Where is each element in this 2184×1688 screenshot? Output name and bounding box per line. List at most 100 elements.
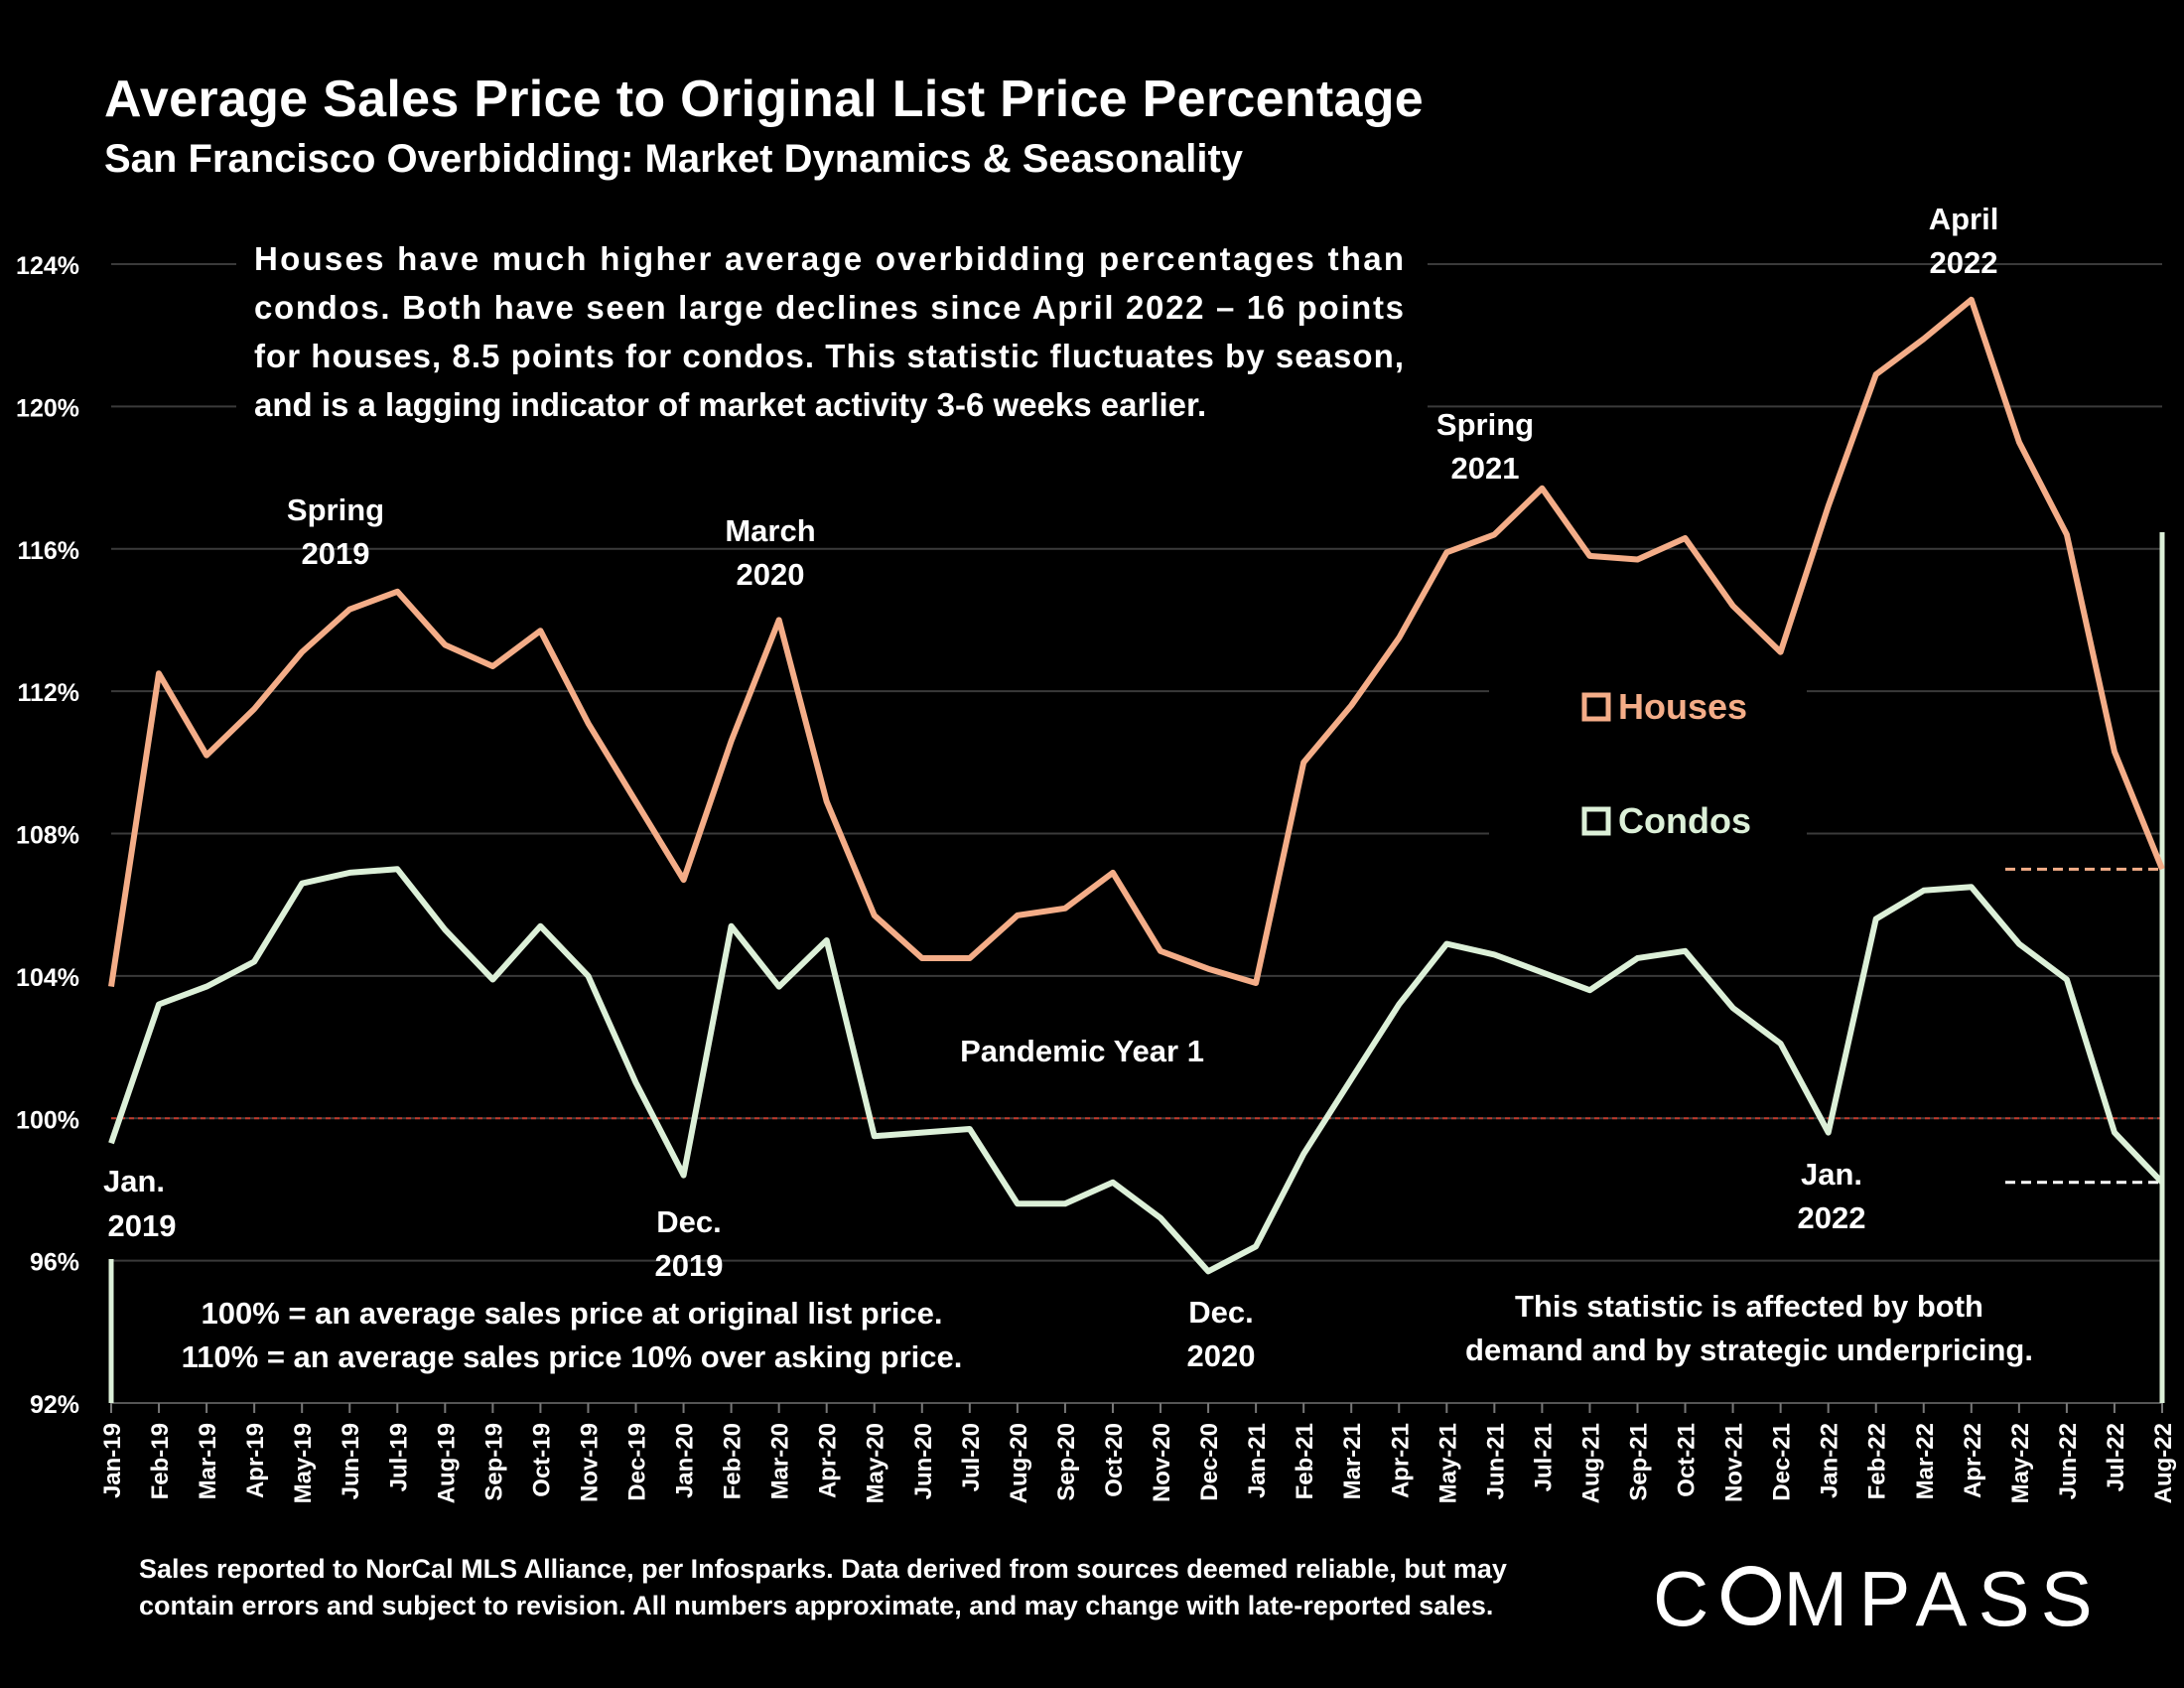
- chart-title: Average Sales Price to Original List Pri…: [104, 70, 1425, 128]
- annotation-dec-2019-line1: Dec.: [656, 1204, 721, 1239]
- annotation-jan-2022-line2: 2022: [1798, 1200, 1866, 1235]
- x-tick-label: May-20: [863, 1423, 889, 1503]
- logo-o-ring: [1721, 1566, 1782, 1625]
- x-tick-label: May-19: [290, 1423, 317, 1503]
- annotation-pandemic-year-1: Pandemic Year 1: [960, 1034, 1204, 1068]
- legend-bg: [1489, 675, 1807, 874]
- x-tick-label: Jun-22: [2055, 1423, 2082, 1499]
- compass-logo: C MPASS: [1653, 1554, 2104, 1644]
- y-tick-label: 96%: [30, 1249, 79, 1277]
- x-tick-label: Aug-22: [2150, 1423, 2177, 1503]
- x-tick-label: Jan-19: [99, 1423, 126, 1498]
- x-tick-label: Dec-20: [1196, 1423, 1223, 1501]
- x-tick-label: Mar-22: [1912, 1423, 1939, 1499]
- x-tick-label: Feb-22: [1864, 1423, 1891, 1499]
- annotation-spring-2019-line1: Spring: [287, 492, 384, 527]
- y-tick-label: 100%: [16, 1106, 79, 1134]
- annotation-march-2020-line2: 2020: [737, 557, 805, 592]
- x-tick-label: Mar-20: [767, 1423, 794, 1499]
- chart-subtitle: San Francisco Overbidding: Market Dynami…: [104, 137, 1244, 181]
- annotation-april-2022-line2: 2022: [1930, 245, 1998, 280]
- series-line-houses: [108, 296, 2165, 988]
- y-tick-label: 116%: [17, 537, 79, 565]
- percent-note-bg: [149, 1291, 1003, 1390]
- y-tick-label: 104%: [16, 964, 79, 992]
- y-tick-label: 120%: [16, 394, 79, 422]
- legend: Houses Condos: [1581, 686, 1751, 841]
- x-tick-label: Jun-21: [1482, 1423, 1509, 1499]
- x-tick-label: Apr-19: [242, 1423, 269, 1498]
- x-tick-label: Aug-21: [1577, 1423, 1604, 1503]
- y-axis-ticks: 92% 96% 100% 104% 108% 112% 116% 120% 124%: [16, 252, 79, 1419]
- logo-text-start: C: [1653, 1555, 1720, 1642]
- x-tick-label: Apr-20: [815, 1423, 842, 1498]
- annotation-spring-2021-line1: Spring: [1436, 407, 1534, 442]
- footnote: Sales reported to NorCal MLS Alliance, p…: [139, 1551, 1588, 1624]
- legend-houses-swatch: [1581, 692, 1611, 722]
- note-affected-line1: This statistic is affected by both: [1515, 1289, 1983, 1324]
- x-tick-label: Jul-19: [385, 1423, 412, 1491]
- x-tick-label: Jun-19: [338, 1423, 364, 1499]
- legend-condos-label: Condos: [1618, 800, 1751, 841]
- x-axis-ticks: Jan-19 Feb-19 Mar-19 Apr-19 May-19 Jun-19 Jul-…: [99, 1403, 2177, 1503]
- x-tick-label: Aug-20: [1006, 1423, 1032, 1503]
- textbox-line-1: Houses have much higher average overbidd…: [254, 240, 1404, 277]
- x-tick-label: Oct-21: [1674, 1423, 1701, 1497]
- textbox-bg: [236, 236, 1428, 435]
- annotation-jan-2019-line1: Jan.: [103, 1164, 165, 1198]
- x-tick-label: Jun-20: [910, 1423, 937, 1499]
- x-tick-label: Mar-19: [195, 1423, 221, 1499]
- x-tick-label: Nov-21: [1721, 1423, 1748, 1502]
- x-tick-label: Sep-19: [480, 1423, 507, 1501]
- legend-condos-swatch: [1581, 806, 1611, 836]
- y-tick-label: 92%: [30, 1391, 79, 1419]
- x-tick-label: Feb-19: [147, 1423, 174, 1499]
- x-tick-label: Jul-20: [958, 1423, 985, 1491]
- logo-text-end: MPASS: [1783, 1555, 2104, 1642]
- series-line-condos: [108, 866, 2165, 1275]
- footnote-line-2: contain errors and subject to revision. …: [139, 1591, 1494, 1620]
- note-110-percent: 110% = an average sales price 10% over a…: [182, 1339, 963, 1374]
- annotation-dec-2020-line1: Dec.: [1188, 1295, 1253, 1330]
- x-tick-label: Jan-21: [1244, 1423, 1271, 1498]
- legend-houses-label: Houses: [1618, 686, 1747, 727]
- note-100-percent: 100% = an average sales price at origina…: [202, 1296, 943, 1331]
- affected-note-bg: [1430, 1281, 2065, 1400]
- x-tick-label: Dec-19: [624, 1423, 651, 1501]
- x-tick-label: Jan-20: [672, 1423, 699, 1498]
- annotation-dec-2019-line2: 2019: [655, 1248, 724, 1283]
- annotation-jan-2022-line1: Jan.: [1801, 1157, 1862, 1192]
- x-tick-label: May-22: [2007, 1423, 2034, 1503]
- x-tick-label: Jul-21: [1530, 1423, 1557, 1491]
- x-tick-label: Nov-20: [1149, 1423, 1175, 1502]
- x-tick-label: May-21: [1434, 1423, 1461, 1503]
- annotation-jan-2019-line2: 2019: [108, 1208, 177, 1243]
- y-tick-label: 108%: [16, 822, 79, 850]
- x-tick-label: Oct-20: [1101, 1423, 1128, 1497]
- x-tick-label: Jul-22: [2103, 1423, 2129, 1491]
- note-affected-line2: demand and by strategic underpricing.: [1465, 1333, 2033, 1367]
- y-tick-label: 112%: [17, 679, 79, 707]
- x-tick-label: Apr-21: [1387, 1423, 1414, 1498]
- x-tick-label: Oct-19: [528, 1423, 555, 1497]
- x-tick-label: Nov-19: [576, 1423, 603, 1502]
- x-tick-label: Mar-21: [1339, 1423, 1366, 1499]
- textbox-line-4: and is a lagging indicator of market act…: [254, 386, 1206, 423]
- annotation-april-2022-line1: April: [1929, 202, 1999, 236]
- annotation-march-2020-line1: March: [725, 513, 815, 548]
- x-tick-label: Sep-20: [1053, 1423, 1080, 1501]
- x-tick-label: Feb-20: [720, 1423, 747, 1499]
- series-lines: [108, 296, 2165, 1275]
- annotation-dec-2020-line2: 2020: [1187, 1338, 1256, 1373]
- x-tick-label: Feb-21: [1292, 1423, 1318, 1499]
- x-tick-label: Dec-21: [1769, 1423, 1796, 1501]
- y-tick-label: 124%: [16, 252, 79, 280]
- textbox-line-3: for houses, 8.5 points for condos. This …: [254, 338, 1404, 374]
- x-tick-label: Jan-22: [1817, 1423, 1843, 1498]
- footnote-line-1: Sales reported to NorCal MLS Alliance, p…: [139, 1554, 1507, 1584]
- x-tick-label: Aug-19: [433, 1423, 460, 1503]
- x-tick-label: Sep-21: [1625, 1423, 1652, 1501]
- annotation-spring-2019-line2: 2019: [302, 536, 370, 571]
- textbox-line-2: condos. Both have seen large declines si…: [254, 289, 1404, 326]
